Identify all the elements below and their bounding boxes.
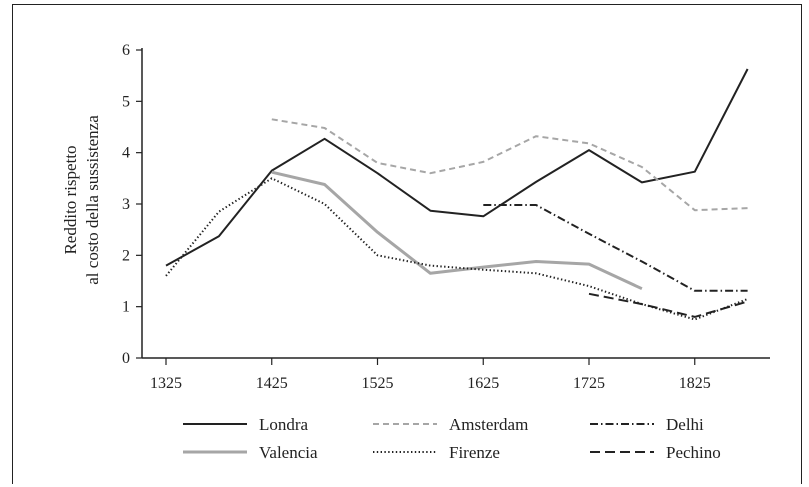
legend-label-firenze: Firenze [449, 443, 500, 462]
chart-frame [12, 4, 802, 484]
y-axis-label-line-2: al costo della sussistenza [83, 115, 102, 285]
y-axis: 0 1 2 3 4 5 6 [122, 42, 143, 367]
series-line-firenze [165, 177, 748, 321]
x-tick-label: 1325 [150, 375, 182, 392]
legend: Londra Amsterdam Delhi Valencia Firenze Pechi… [183, 415, 721, 462]
legend-label-londra: Londra [259, 415, 309, 434]
series-line-londra [165, 68, 749, 267]
legend-label-valencia: Valencia [259, 443, 318, 462]
series-line-valencia [271, 170, 643, 291]
x-axis: 1325 1425 1525 1625 1725 1825 [142, 357, 770, 392]
y-tick-label: 2 [122, 247, 130, 264]
y-tick-label: 1 [122, 299, 130, 316]
x-tick-label: 1425 [256, 375, 288, 392]
legend-label-pechino: Pechino [666, 443, 721, 462]
series-line-amsterdam [271, 118, 748, 212]
y-tick-label: 4 [122, 145, 130, 162]
y-tick-label: 0 [122, 350, 130, 367]
series-layer [165, 68, 749, 321]
legend-label-amsterdam: Amsterdam [449, 415, 528, 434]
x-tick-label: 1825 [679, 375, 711, 392]
x-tick-label: 1625 [467, 375, 499, 392]
y-tick-label: 5 [122, 93, 130, 110]
x-tick-label: 1525 [362, 375, 394, 392]
y-tick-label: 3 [122, 196, 130, 213]
legend-label-delhi: Delhi [666, 415, 704, 434]
y-tick-label: 6 [122, 42, 130, 59]
x-tick-label: 1725 [573, 375, 605, 392]
series-line-pechino [588, 292, 748, 318]
y-axis-label: Reddito rispetto al costo della sussiste… [61, 115, 102, 285]
series-line-delhi [483, 204, 748, 292]
y-axis-label-line-1: Reddito rispetto [61, 145, 80, 254]
